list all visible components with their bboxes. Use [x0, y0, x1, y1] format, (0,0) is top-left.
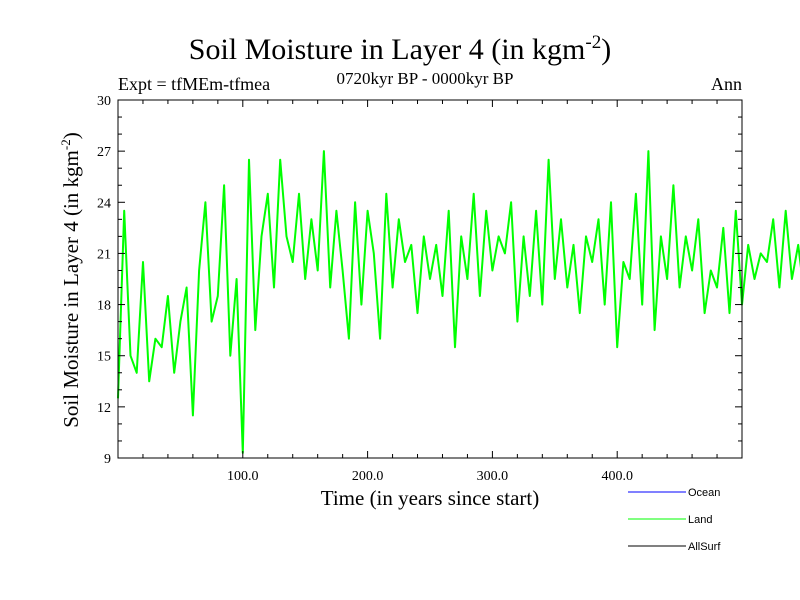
y-tick-label: 12	[97, 401, 111, 416]
x-tick-label: 300.0	[477, 469, 509, 484]
x-tick-label: 400.0	[601, 469, 633, 484]
series-layer	[117, 150, 800, 454]
series-line-land	[117, 150, 800, 454]
y-tick-label: 21	[97, 247, 111, 262]
y-tick-label: 18	[97, 299, 111, 314]
y-tick-label: 24	[97, 196, 111, 211]
experiment-label: Expt = tfMEm-tfmea	[118, 74, 271, 94]
y-tick-label: 15	[97, 350, 111, 365]
legend-label-ocean: Ocean	[688, 487, 720, 499]
chart-title: Soil Moisture in Layer 4 (in kgm-2)	[188, 32, 612, 66]
y-tick-label: 27	[97, 145, 111, 160]
legend-label-land: Land	[688, 514, 712, 526]
y-tick-label: 9	[104, 452, 111, 467]
plot-frame	[117, 99, 743, 459]
chart-subtitle: 0720kyr BP - 0000kyr BP	[336, 69, 514, 88]
y-tick-label: 30	[97, 94, 111, 109]
legend-label-allsurf: AllSurf	[688, 541, 721, 553]
x-tick-label: 100.0	[227, 469, 259, 484]
ticks-layer: 100.0 200.0 300.0 400.0 9 12 15 18 21 24 27 30	[97, 94, 742, 484]
legend: Ocean Land AllSurf	[628, 487, 721, 553]
x-tick-label: 200.0	[352, 469, 384, 484]
x-axis-label: Time (in years since start)	[320, 486, 540, 510]
season-label: Ann	[711, 74, 742, 94]
